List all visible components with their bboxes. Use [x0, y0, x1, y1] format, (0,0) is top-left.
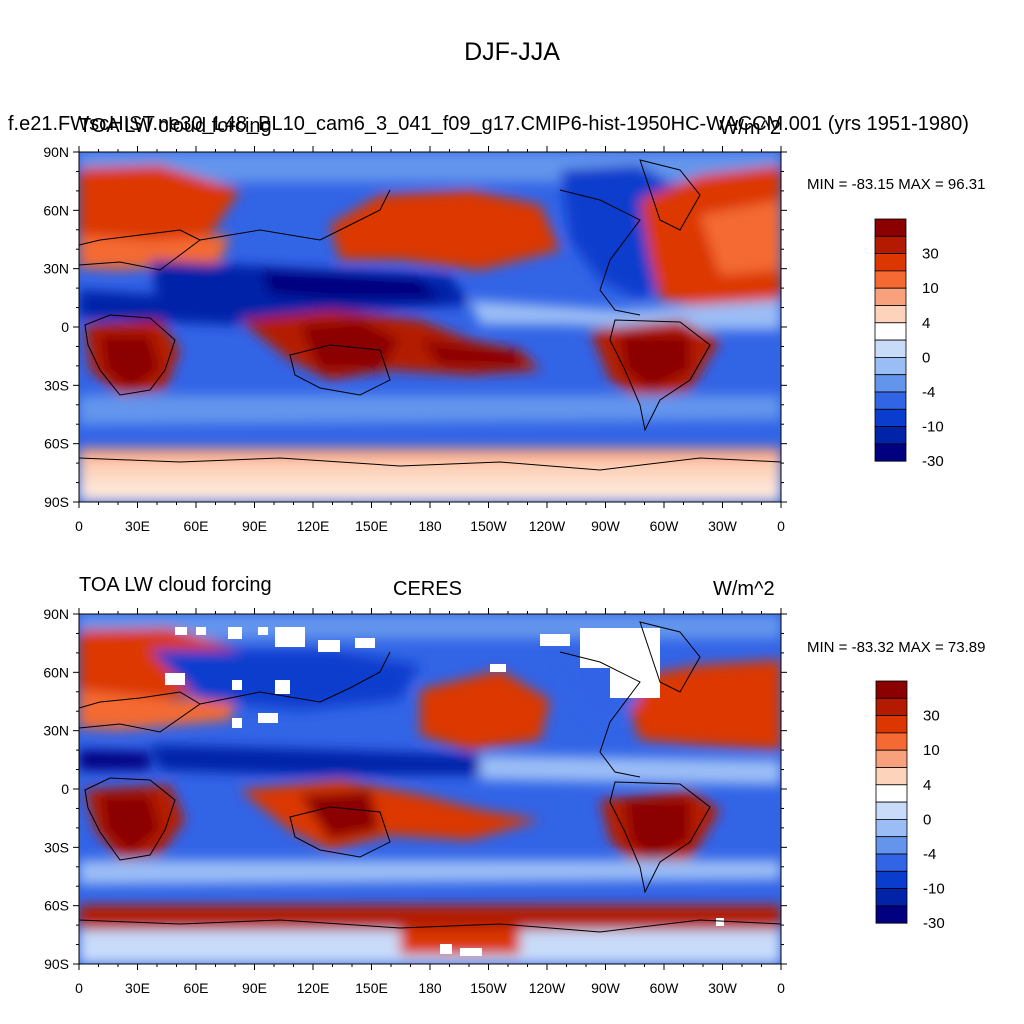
- panel2-colorbar: 30 10 4 0 -4 -10 -30: [875, 680, 945, 932]
- colorbar-label: 4: [923, 777, 931, 794]
- lon-tick-label: 90W: [591, 518, 621, 534]
- lon-tick-label: 120E: [297, 518, 330, 534]
- panel2-variable-title: TOA LW cloud forcing: [79, 574, 272, 596]
- lon-tick-label: 0: [777, 980, 785, 996]
- panel2-units: W/m^2: [713, 578, 775, 600]
- panel2-minmax: MIN = -83.32 MAX = 73.89: [807, 639, 986, 656]
- lat-tick-label: 90N: [43, 144, 69, 160]
- panel2-source-title: CERES: [393, 578, 462, 600]
- colorbar-label: 30: [923, 708, 940, 725]
- lat-tick-label: 60N: [43, 664, 69, 680]
- colorbar-swatch: [875, 836, 908, 855]
- axes-group: 90N 60N 30N 0 30S 60S 90S 0 30E 60E 90E 120E 150E 180…: [43, 144, 787, 996]
- colorbar-swatch: [875, 905, 908, 924]
- colorbar-swatch: [875, 680, 908, 699]
- lat-tick-label: 0: [61, 319, 69, 335]
- colorbar-swatch: [875, 870, 908, 889]
- colorbar-swatch: [874, 408, 907, 427]
- colorbar-swatch: [875, 715, 908, 734]
- lon-tick-label: 150W: [470, 518, 507, 534]
- lon-tick-label: 150E: [355, 980, 388, 996]
- lon-tick-label: 30W: [708, 980, 738, 996]
- panel1-variable-title: TOA LW cloud forcing: [79, 115, 272, 137]
- lon-tick-label: 120W: [529, 980, 566, 996]
- lon-tick-label: 60W: [650, 980, 680, 996]
- colorbar-label: -10: [922, 419, 944, 436]
- colorbar-label: -30: [922, 453, 944, 470]
- colorbar-swatch: [875, 697, 908, 716]
- lat-tick-label: 30S: [44, 377, 69, 393]
- colorbar-swatch: [875, 888, 908, 907]
- lat-tick-label: 30S: [44, 839, 69, 855]
- colorbar-swatch: [875, 767, 908, 786]
- lon-tick-label: 0: [75, 980, 83, 996]
- panel1-case-title: f.e21.FWscHIST.ne30_L48_BL10_cam6_3_041_…: [8, 113, 969, 135]
- colorbar-label: 10: [923, 742, 940, 759]
- lat-tick-label: 90N: [43, 606, 69, 622]
- colorbar-swatch: [874, 356, 907, 376]
- colorbar-swatch: [874, 253, 907, 272]
- lon-tick-label: 180: [418, 518, 442, 534]
- main-title: DJF-JJA: [464, 38, 560, 66]
- lon-tick-label: 30E: [125, 980, 150, 996]
- colorbar-swatch: [874, 443, 907, 462]
- colorbar-swatch: [874, 305, 907, 324]
- lat-tick-label: 60N: [43, 202, 69, 218]
- colorbar-swatch: [874, 339, 907, 358]
- colorbar-swatch: [875, 853, 908, 872]
- lat-tick-label: 30N: [43, 723, 69, 739]
- lon-tick-label: 150E: [355, 518, 388, 534]
- lat-tick-label: 30N: [43, 261, 69, 277]
- colorbar-swatch: [874, 287, 907, 306]
- lon-tick-label: 150W: [470, 980, 507, 996]
- lon-tick-label: 0: [75, 518, 83, 534]
- lon-tick-label: 90E: [242, 518, 267, 534]
- colorbar-swatch: [875, 819, 908, 838]
- colorbar-label: 4: [922, 315, 930, 332]
- colorbar-swatch: [874, 218, 907, 237]
- lon-tick-label: 60W: [650, 518, 680, 534]
- lon-tick-label: 180: [418, 980, 442, 996]
- colorbar-label: -4: [923, 846, 936, 863]
- lon-tick-label: 90E: [242, 980, 267, 996]
- colorbar-swatch: [875, 732, 908, 751]
- lat-tick-label: 60S: [44, 436, 69, 452]
- colorbar-swatch: [875, 784, 908, 803]
- lat-tick-label: 60S: [44, 898, 69, 914]
- colorbar-swatch: [874, 235, 907, 255]
- colorbar-swatch: [874, 322, 907, 341]
- lon-tick-label: 60E: [184, 980, 209, 996]
- lat-tick-label: 90S: [44, 956, 69, 972]
- panel1-colorbar: 30 10 4 0 -4 -10 -30: [874, 218, 944, 470]
- colorbar-swatch: [874, 270, 907, 289]
- colorbar-label: 0: [923, 811, 931, 828]
- lon-tick-label: 60E: [184, 518, 209, 534]
- colorbar-swatch: [874, 426, 907, 445]
- panel2-map: [79, 614, 781, 964]
- colorbar-swatch: [875, 749, 908, 768]
- colorbar-label: -4: [922, 384, 935, 401]
- colorbar-label: 10: [922, 280, 939, 297]
- colorbar-label: 30: [922, 246, 939, 263]
- lon-tick-label: 30W: [708, 518, 738, 534]
- lon-tick-label: 90W: [591, 980, 621, 996]
- lon-tick-label: 30E: [125, 518, 150, 534]
- lat-tick-label: 0: [61, 781, 69, 797]
- colorbar-label: -10: [923, 881, 945, 898]
- panel1-minmax: MIN = -83.15 MAX = 96.31: [807, 176, 986, 193]
- colorbar-label: -30: [923, 915, 945, 932]
- lat-tick-label: 90S: [44, 494, 69, 510]
- lon-tick-label: 0: [777, 518, 785, 534]
- lon-tick-label: 120E: [297, 980, 330, 996]
- panel1-map: [79, 152, 781, 502]
- colorbar-swatch: [875, 801, 908, 820]
- colorbar-swatch: [874, 391, 907, 410]
- colorbar-swatch: [874, 374, 907, 393]
- lon-tick-label: 120W: [529, 518, 566, 534]
- panel1-units: W/m^2: [719, 117, 781, 139]
- colorbar-label: 0: [922, 349, 930, 366]
